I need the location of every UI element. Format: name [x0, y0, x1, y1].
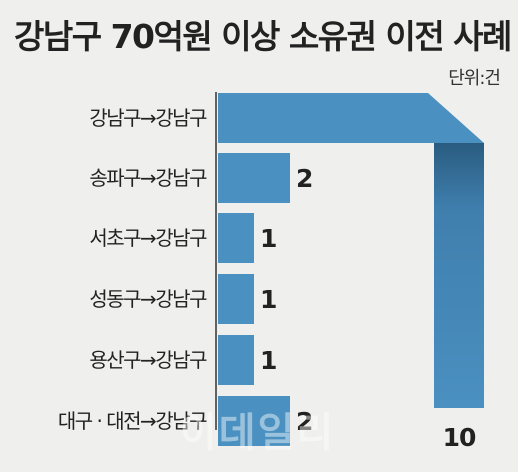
- value-label: 1: [260, 346, 276, 375]
- value-label: 1: [260, 285, 276, 314]
- bar: [218, 93, 484, 143]
- value-label: 2: [296, 164, 312, 193]
- category-label: 서초구→강남구: [89, 226, 207, 250]
- value-label: 1: [260, 224, 276, 253]
- bar: [218, 396, 290, 446]
- chart-title: 강남구 70억원 이상 소유권 이전 사례: [14, 17, 512, 56]
- category-label: 대구 · 대전→강남구: [58, 409, 207, 433]
- category-label: 성동구→강남구: [89, 287, 207, 311]
- bar-fold: [434, 143, 484, 408]
- bar: [218, 153, 290, 203]
- category-label: 강남구→강남구: [89, 106, 207, 130]
- bar: [218, 213, 254, 263]
- value-label: 10: [443, 423, 476, 452]
- unit-label: 단위:건: [448, 68, 501, 89]
- category-label: 송파구→강남구: [89, 166, 207, 190]
- category-label: 용산구→강남구: [89, 348, 207, 372]
- watermark: 이데일리: [180, 410, 336, 456]
- bar: [218, 274, 254, 324]
- value-label: 2: [296, 407, 312, 436]
- bar: [218, 335, 254, 385]
